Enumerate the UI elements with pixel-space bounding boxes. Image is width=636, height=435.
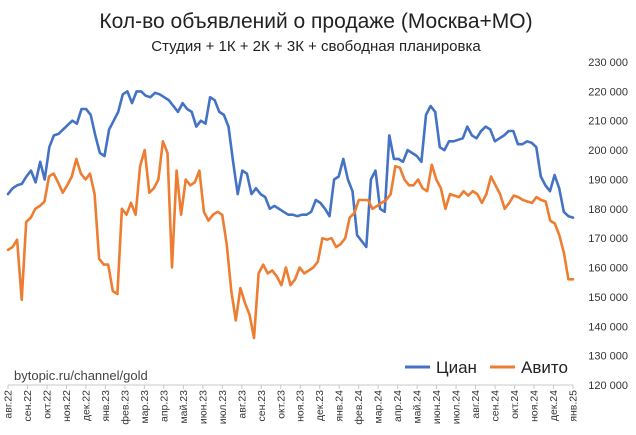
- x-tick-label: сен.23: [256, 390, 268, 422]
- y-tick-label: 220 000: [588, 86, 628, 98]
- x-tick-label: янв.24: [334, 390, 346, 422]
- x-tick-label: окт.24: [509, 390, 521, 419]
- chart-title: Кол-во объявлений о продаже (Москва+МО): [99, 10, 532, 33]
- series-line-avito: [6, 140, 575, 340]
- x-tick-label: июл.24: [451, 390, 463, 424]
- x-tick-label: апр.23: [158, 390, 170, 422]
- x-tick-label: авг.22: [3, 390, 15, 419]
- x-tick-label: дек.24: [548, 390, 560, 421]
- y-tick-label: 120 000: [588, 380, 628, 392]
- legend-label-avito: Авито: [521, 358, 568, 377]
- y-tick-label: 180 000: [588, 204, 628, 216]
- x-tick-label: янв.23: [100, 390, 112, 422]
- y-tick-label: 190 000: [588, 174, 628, 186]
- x-tick-label: июн.23: [197, 390, 209, 424]
- legend-label-cian: Циан: [436, 358, 477, 377]
- x-tick-label: июн.24: [431, 390, 443, 424]
- plot-area: 230 000 220 000 210 000 200 000 190 000 180 0…: [3, 57, 629, 425]
- watermark-text: bytopic.ru/channel/gold: [14, 368, 148, 383]
- x-tick-label: авг.24: [470, 390, 482, 419]
- x-tick-label: окт.22: [41, 390, 53, 419]
- x-tick-label: май.23: [178, 390, 190, 424]
- x-tick-label: фев.23: [119, 390, 131, 425]
- y-tick-label: 150 000: [588, 292, 628, 304]
- x-tick-label: сен.24: [490, 390, 502, 422]
- x-tick-label: мар.23: [139, 390, 151, 424]
- x-tick-label: дек.23: [314, 390, 326, 421]
- x-tick-label: сен.22: [22, 390, 34, 422]
- y-tick-label: 170 000: [588, 233, 628, 245]
- legend: Циан Авито: [405, 358, 568, 377]
- y-tick-label: 160 000: [588, 263, 628, 275]
- y-tick-label: 200 000: [588, 145, 628, 157]
- x-tick-label: дек.22: [80, 390, 92, 421]
- y-tick-label: 130 000: [588, 351, 628, 363]
- x-tick-label: ноя.24: [529, 390, 541, 422]
- x-tick-label: апр.24: [392, 390, 404, 422]
- x-tick-label: мар.24: [373, 390, 385, 424]
- chart-subtitle: Студия + 1К + 2К + 3К + свободная планир…: [151, 38, 481, 55]
- y-tick-label: 210 000: [588, 116, 628, 128]
- x-tick-label: июл.23: [217, 390, 229, 424]
- x-tick-label: авг.23: [236, 390, 248, 419]
- x-tick-label: фев.24: [353, 390, 365, 425]
- x-tick-label: май.24: [412, 390, 424, 424]
- x-tick-label: ноя.23: [295, 390, 307, 422]
- x-tick-label: ноя.22: [61, 390, 73, 422]
- y-tick-label: 140 000: [588, 321, 628, 333]
- series-line-cian: [6, 90, 575, 249]
- x-tick-label: окт.23: [275, 390, 287, 419]
- x-tick-label: янв.25: [568, 390, 580, 422]
- y-tick-label: 230 000: [588, 57, 628, 69]
